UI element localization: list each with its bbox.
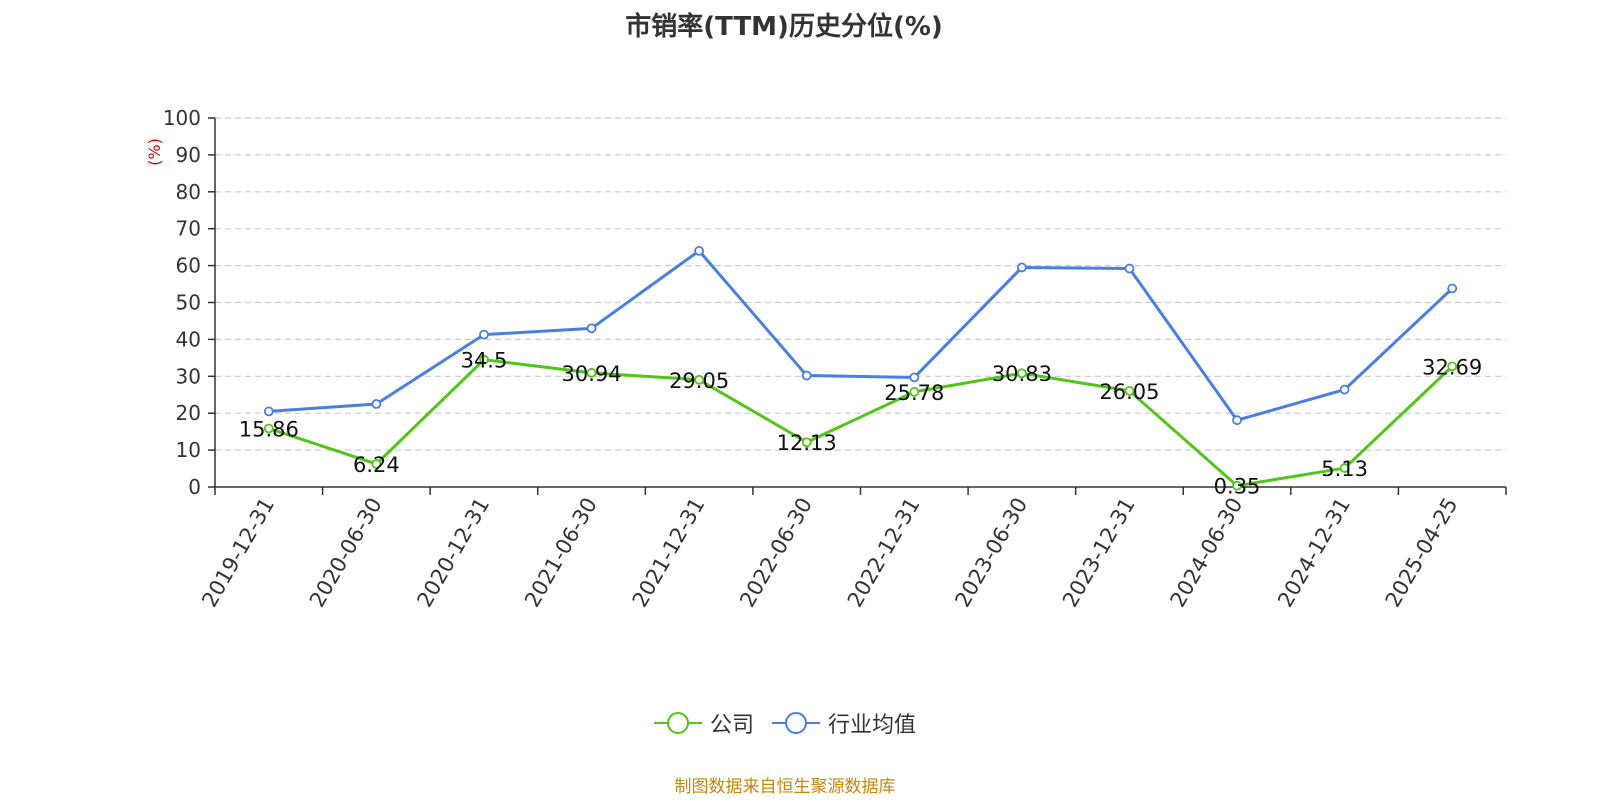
x-tick-label: 2024-06-30: [1166, 494, 1248, 612]
data-point-industry-average[interactable]: [1447, 283, 1458, 294]
series-lines: [263, 245, 1458, 491]
data-point-industry-average[interactable]: [1339, 384, 1350, 395]
legend-marker-company: [653, 712, 702, 734]
data-point-company[interactable]: [1232, 480, 1242, 491]
data-point-company[interactable]: [263, 423, 274, 434]
data-label: 34.5: [461, 349, 508, 373]
data-point-industry-average[interactable]: [263, 406, 274, 417]
x-tick-label: 2021-12-31: [628, 494, 710, 612]
data-label: 29.05: [669, 369, 729, 393]
line-chart: 0 10 20 30 40 50 60 70 80 90 100 (%) 2019-12-31 2020-…: [145, 106, 1507, 612]
data-point-company[interactable]: [1124, 385, 1135, 396]
x-tick-label: 2022-12-31: [843, 494, 925, 612]
x-tick-label: 2020-12-31: [412, 494, 494, 612]
y-tick-label: 0: [188, 475, 201, 499]
data-label: 32.69: [1422, 355, 1482, 379]
data-point-company[interactable]: [1016, 368, 1027, 379]
y-tick-label: 30: [176, 364, 201, 388]
data-label: 12.13: [777, 431, 837, 455]
data-point-industry-average[interactable]: [1124, 263, 1135, 274]
legend-item-company[interactable]: 公司: [653, 707, 754, 739]
data-point-company[interactable]: [694, 374, 705, 385]
data-point-company[interactable]: [479, 354, 489, 365]
data-point-industry-average[interactable]: [1016, 262, 1027, 273]
legend: 公司 行业均值: [0, 707, 1570, 739]
y-tick-label: 100: [163, 106, 201, 130]
data-point-industry-average[interactable]: [801, 370, 812, 381]
chart-title: 市销率(TTM)历史分位(%): [625, 12, 943, 42]
legend-label-industry-average: 行业均值: [828, 713, 917, 738]
y-tick-label: 60: [176, 254, 201, 278]
data-label: 25.78: [884, 381, 944, 405]
y-tick-label: 20: [176, 401, 201, 425]
x-tick-label: 2021-06-30: [520, 494, 602, 612]
data-point-company[interactable]: [586, 367, 597, 378]
x-tick-label: 2022-06-30: [735, 494, 817, 612]
legend-item-industry-average[interactable]: 行业均值: [772, 707, 916, 739]
y-axis-label: (%): [145, 138, 164, 166]
data-label: 15.86: [239, 417, 299, 441]
legend-label-company: 公司: [709, 713, 754, 738]
x-tick-label: 2020-06-30: [305, 494, 387, 612]
data-point-company[interactable]: [801, 437, 812, 448]
series-line-company: [268, 358, 1454, 488]
data-point-industry-average[interactable]: [1232, 415, 1242, 426]
x-tick-label: 2024-12-31: [1273, 494, 1355, 612]
data-label: 30.83: [992, 362, 1052, 386]
data-point-industry-average[interactable]: [371, 399, 382, 409]
data-label: 6.24: [353, 453, 400, 477]
legend-marker-industry-average: [772, 712, 820, 734]
series-line-industry-average: [268, 249, 1454, 422]
x-tick-label: 2023-06-30: [950, 494, 1032, 612]
data-point-company[interactable]: [1339, 463, 1350, 473]
data-label: 26.05: [1099, 380, 1159, 404]
data-point-industry-average[interactable]: [909, 372, 920, 383]
data-point-company[interactable]: [1447, 361, 1458, 372]
x-tick-label: 2019-12-31: [197, 494, 279, 612]
data-point-industry-average[interactable]: [694, 245, 705, 256]
y-tick-label: 10: [176, 438, 201, 462]
axes: 0 10 20 30 40 50 60 70 80 90 100 (%) 2019-12-31 2020-…: [145, 106, 1507, 612]
data-label: 30.94: [561, 362, 621, 386]
x-tick-label: 2025-04-25: [1381, 494, 1463, 612]
data-point-industry-average[interactable]: [479, 329, 489, 340]
source-note: 制图数据来自恒生聚源数据库: [674, 777, 896, 797]
data-point-company[interactable]: [371, 459, 382, 469]
y-tick-label: 50: [176, 291, 201, 315]
data-label: 0.35: [1214, 475, 1261, 499]
x-tick-label: 2023-12-31: [1058, 494, 1140, 612]
y-tick-label: 80: [176, 180, 201, 204]
data-point-industry-average[interactable]: [586, 323, 597, 334]
y-tick-label: 40: [176, 327, 201, 351]
data-labels: 15.86 6.24 34.5 30.94 29.05 12.13 25.78 30.83 26…: [239, 349, 1483, 499]
y-tick-label: 90: [176, 143, 201, 167]
y-tick-label: 70: [176, 217, 201, 241]
data-point-company[interactable]: [909, 386, 920, 397]
data-label: 5.13: [1321, 457, 1368, 481]
